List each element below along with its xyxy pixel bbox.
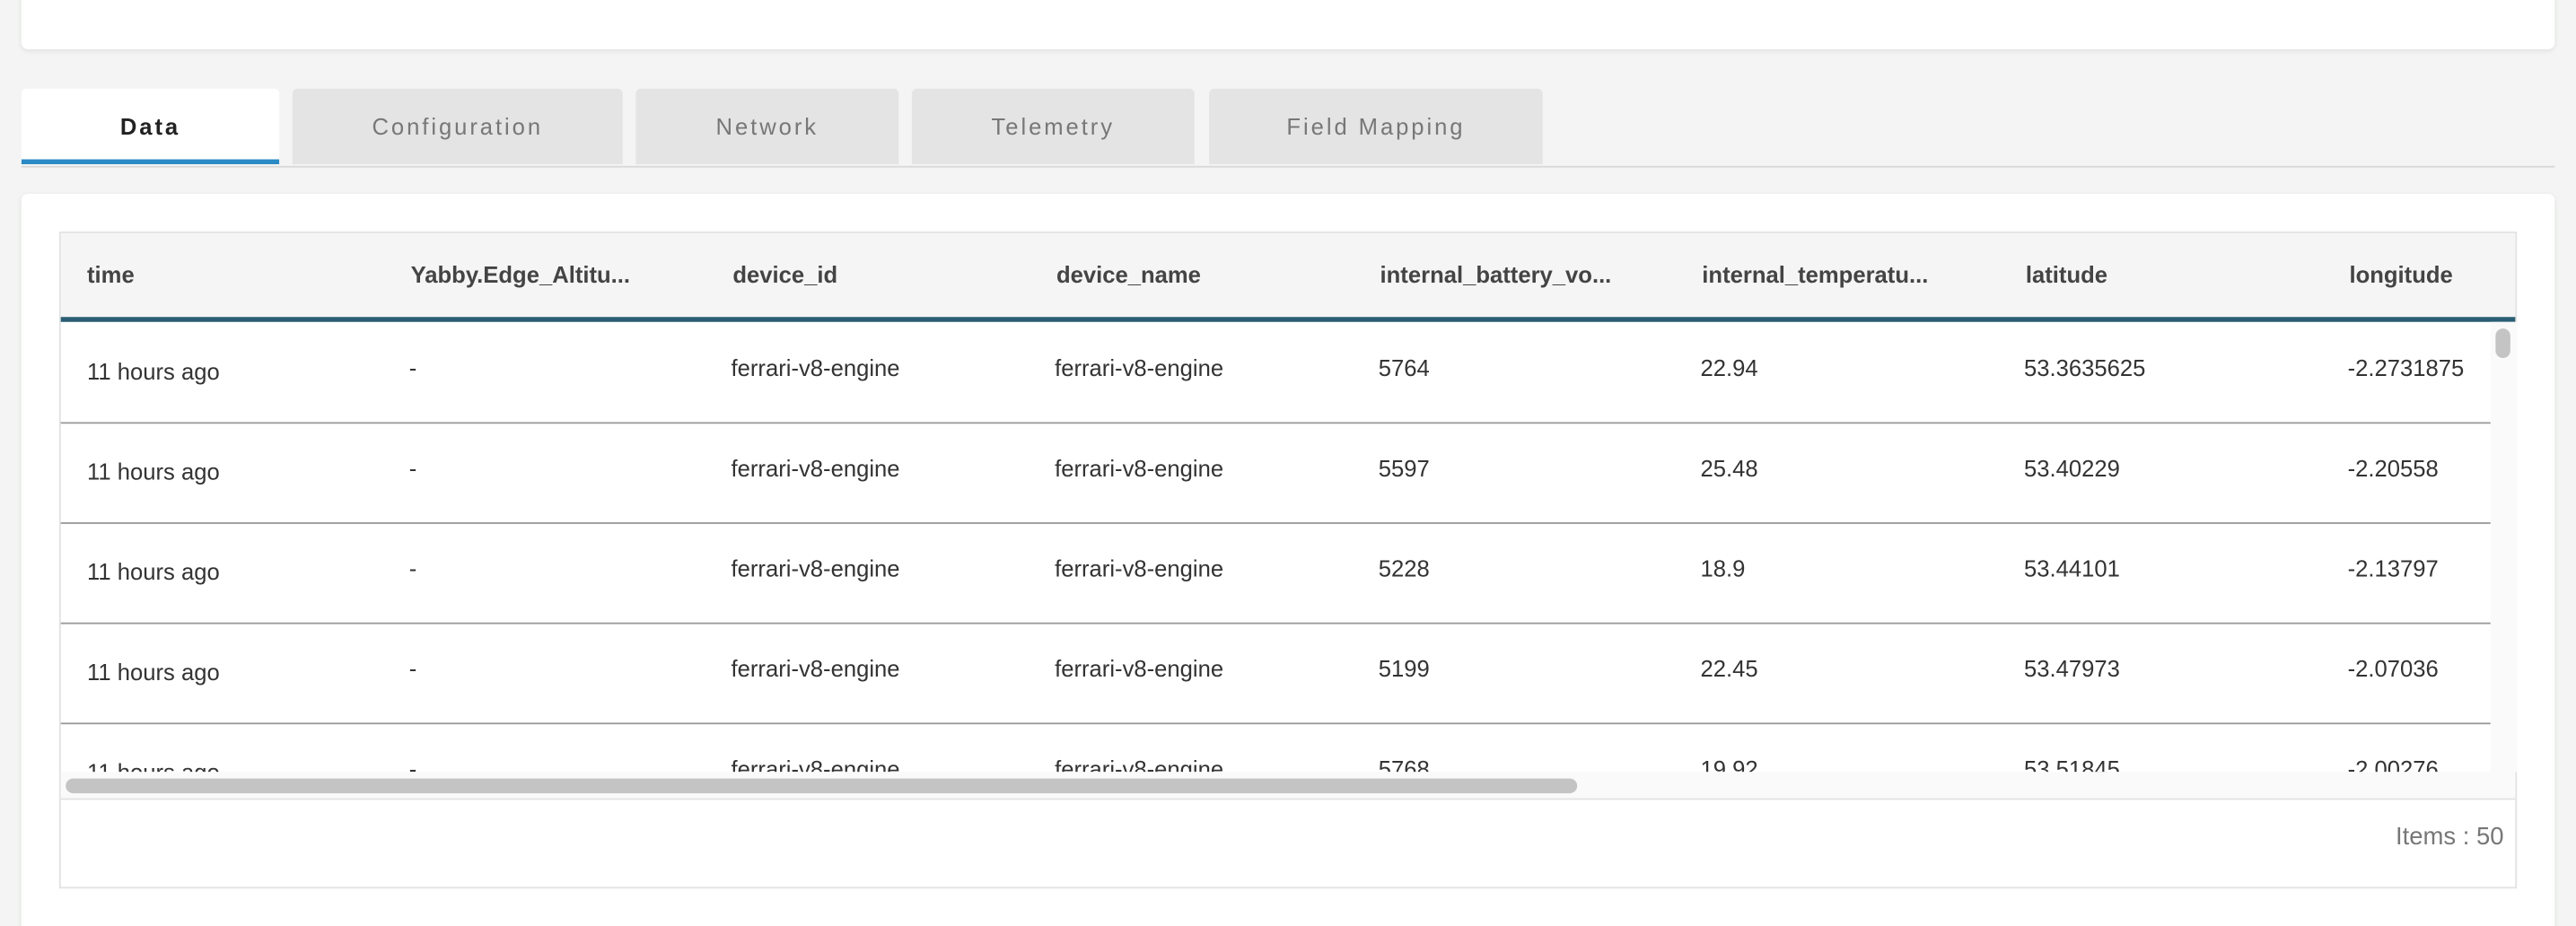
column-header[interactable]: latitude [2025,261,2108,288]
items-value: 50 [2475,823,2504,852]
table-cell: 53.3635625 [2024,354,2146,381]
items-label: Items : [2395,823,2470,852]
table-cell: - [408,755,417,773]
v-scroll-track [2490,321,2518,773]
table-cell: 53.51845 [2024,755,2120,773]
table-cell: ferrari-v8-engine [731,755,900,773]
table-cell: 53.40229 [2024,455,2120,482]
table-cell: -2.2731875 [2347,354,2465,381]
table-cell: ferrari-v8-engine [731,455,900,482]
table-cell: 5597 [1378,455,1430,482]
v-scroll-thumb[interactable] [2495,328,2510,359]
column-header[interactable]: device_name [1056,261,1201,288]
table-cell: ferrari-v8-engine [731,555,900,581]
table-cell: 11 hours ago [87,758,220,773]
tab[interactable]: Network [635,88,899,165]
table-cell: ferrari-v8-engine [731,655,900,682]
table-body: 11 hours ago - ferrari-v8-engine ferrari-v8… [60,354,2491,773]
table-cell: 25.48 [1700,455,1758,482]
tab[interactable]: Field Mapping [1209,88,1543,165]
tab-divider [21,165,2555,168]
table-cell: 18.9 [1700,555,1746,581]
table-cell: 5764 [1378,354,1430,381]
table-cell: ferrari-v8-engine [731,354,900,381]
row-divider [60,522,2491,524]
table-cell: ferrari-v8-engine [1055,555,1224,581]
table-cell: 5199 [1378,655,1430,682]
row-divider [60,422,2491,424]
table-cell: ferrari-v8-engine [1055,455,1224,482]
tab[interactable]: Telemetry [911,88,1195,165]
table-cell: 11 hours ago [87,458,220,485]
row-divider [60,622,2491,625]
table-cell: 22.45 [1700,655,1758,682]
table-cell: ferrari-v8-engine [1055,755,1224,773]
column-header[interactable]: Yabby.Edge_Altitu... [410,261,631,288]
table-cell: 22.94 [1700,354,1758,381]
table-cell: 19.92 [1700,755,1758,773]
table-cell: -2.07036 [2347,655,2439,682]
table-cell: 11 hours ago [87,358,220,385]
column-header[interactable]: longitude [2349,261,2453,288]
table-header [60,232,2516,322]
column-header[interactable]: time [87,261,135,288]
tab[interactable]: Data [21,88,280,165]
top-card [21,0,2555,49]
table-cell: - [408,354,417,381]
table-cell: ferrari-v8-engine [1055,354,1224,381]
row-divider [60,722,2491,725]
column-header[interactable]: internal_temperatu... [1702,261,1929,288]
table-cell: 53.44101 [2024,555,2120,581]
h-scroll-thumb[interactable] [66,778,1578,794]
column-header[interactable]: internal_battery_vo... [1380,261,1612,288]
table-cell: -2.20558 [2347,455,2439,482]
table-cell: -2.13797 [2347,555,2439,581]
items-count: Items : 50 [2396,823,2504,851]
column-header[interactable]: device_id [732,261,838,288]
tab[interactable]: Configuration [292,88,623,165]
table-cell: - [408,455,417,482]
table-cell: - [408,655,417,682]
table-cell: -2.00276 [2347,755,2439,773]
table-cell: 53.47973 [2024,655,2120,682]
table-cell: 11 hours ago [87,658,220,686]
table-cell: ferrari-v8-engine [1055,655,1224,682]
table-cell: - [408,555,417,581]
table-cell: 5228 [1378,555,1430,581]
table-cell: 5768 [1378,755,1430,773]
table-cell: 11 hours ago [87,558,220,585]
